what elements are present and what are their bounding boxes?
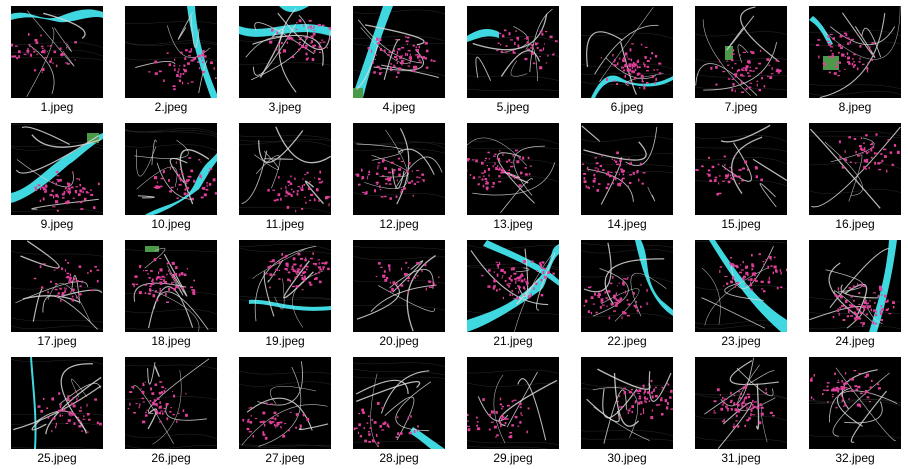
file-thumbnail[interactable] xyxy=(809,123,901,215)
file-item[interactable]: 31.jpeg xyxy=(684,351,798,468)
file-thumbnail[interactable] xyxy=(125,6,217,98)
file-item[interactable]: 15.jpeg xyxy=(684,117,798,234)
file-name-label[interactable]: 14.jpeg xyxy=(607,217,647,231)
file-thumbnail[interactable] xyxy=(695,240,787,332)
file-thumbnail[interactable] xyxy=(11,240,103,332)
file-name-label[interactable]: 29.jpeg xyxy=(493,451,533,465)
file-thumbnail[interactable] xyxy=(239,240,331,332)
file-name-label[interactable]: 21.jpeg xyxy=(493,334,533,348)
file-item[interactable]: 26.jpeg xyxy=(114,351,228,468)
file-name-label[interactable]: 22.jpeg xyxy=(607,334,647,348)
file-item[interactable]: 11.jpeg xyxy=(228,117,342,234)
file-name-label[interactable]: 28.jpeg xyxy=(379,451,419,465)
file-name-label[interactable]: 31.jpeg xyxy=(721,451,761,465)
file-thumbnail[interactable] xyxy=(581,123,673,215)
file-item[interactable]: 4.jpeg xyxy=(342,0,456,117)
file-name-label[interactable]: 32.jpeg xyxy=(835,451,875,465)
file-thumbnail[interactable] xyxy=(353,357,445,449)
file-name-label[interactable]: 10.jpeg xyxy=(151,217,191,231)
file-item[interactable]: 19.jpeg xyxy=(228,234,342,351)
file-thumbnail[interactable] xyxy=(11,6,103,98)
file-thumbnail[interactable] xyxy=(467,357,559,449)
file-thumbnail[interactable] xyxy=(11,123,103,215)
file-name-label[interactable]: 27.jpeg xyxy=(265,451,305,465)
file-thumbnail[interactable] xyxy=(239,6,331,98)
file-item[interactable]: 5.jpeg xyxy=(456,0,570,117)
file-thumbnail[interactable] xyxy=(467,240,559,332)
file-item[interactable]: 2.jpeg xyxy=(114,0,228,117)
file-thumbnail[interactable] xyxy=(239,357,331,449)
file-item[interactable]: 25.jpeg xyxy=(0,351,114,468)
file-name-label[interactable]: 24.jpeg xyxy=(835,334,875,348)
file-item[interactable]: 18.jpeg xyxy=(114,234,228,351)
file-name-label[interactable]: 13.jpeg xyxy=(493,217,533,231)
file-item[interactable]: 16.jpeg xyxy=(798,117,908,234)
file-name-label[interactable]: 5.jpeg xyxy=(496,100,530,114)
file-name-label[interactable]: 2.jpeg xyxy=(154,100,188,114)
file-name-label[interactable]: 20.jpeg xyxy=(379,334,419,348)
file-item[interactable]: 28.jpeg xyxy=(342,351,456,468)
file-name-label[interactable]: 26.jpeg xyxy=(151,451,191,465)
file-thumbnail[interactable] xyxy=(581,6,673,98)
file-thumbnail[interactable] xyxy=(125,357,217,449)
file-name-label[interactable]: 18.jpeg xyxy=(151,334,191,348)
file-name-label[interactable]: 25.jpeg xyxy=(37,451,77,465)
file-thumbnail[interactable] xyxy=(353,240,445,332)
file-item[interactable]: 23.jpeg xyxy=(684,234,798,351)
file-name-label[interactable]: 3.jpeg xyxy=(268,100,302,114)
file-name-label[interactable]: 16.jpeg xyxy=(835,217,875,231)
file-name-label[interactable]: 12.jpeg xyxy=(379,217,419,231)
file-item[interactable]: 20.jpeg xyxy=(342,234,456,351)
file-name-label[interactable]: 8.jpeg xyxy=(838,100,872,114)
file-item[interactable]: 9.jpeg xyxy=(0,117,114,234)
file-item[interactable]: 1.jpeg xyxy=(0,0,114,117)
file-name-label[interactable]: 9.jpeg xyxy=(40,217,74,231)
file-item[interactable]: 29.jpeg xyxy=(456,351,570,468)
file-name-label[interactable]: 19.jpeg xyxy=(265,334,305,348)
file-name-label[interactable]: 15.jpeg xyxy=(721,217,761,231)
file-thumbnail[interactable] xyxy=(467,123,559,215)
file-item[interactable]: 6.jpeg xyxy=(570,0,684,117)
file-item[interactable]: 30.jpeg xyxy=(570,351,684,468)
file-thumbnail[interactable] xyxy=(125,240,217,332)
file-name-label[interactable]: 1.jpeg xyxy=(40,100,74,114)
file-item[interactable]: 8.jpeg xyxy=(798,0,908,117)
file-thumbnail[interactable] xyxy=(353,6,445,98)
file-thumbnail[interactable] xyxy=(695,6,787,98)
file-item[interactable]: 24.jpeg xyxy=(798,234,908,351)
file-item[interactable]: 10.jpeg xyxy=(114,117,228,234)
file-thumbnail[interactable] xyxy=(809,357,901,449)
file-item[interactable]: 21.jpeg xyxy=(456,234,570,351)
file-item[interactable]: 27.jpeg xyxy=(228,351,342,468)
file-thumbnail[interactable] xyxy=(353,123,445,215)
file-thumbnail[interactable] xyxy=(467,6,559,98)
file-item[interactable]: 14.jpeg xyxy=(570,117,684,234)
file-thumbnail[interactable] xyxy=(581,240,673,332)
file-item[interactable]: 17.jpeg xyxy=(0,234,114,351)
file-thumbnail[interactable] xyxy=(581,357,673,449)
file-thumbnail[interactable] xyxy=(695,123,787,215)
file-name-label[interactable]: 4.jpeg xyxy=(382,100,416,114)
file-name-label[interactable]: 23.jpeg xyxy=(721,334,761,348)
file-item[interactable]: 7.jpeg xyxy=(684,0,798,117)
file-name-label[interactable]: 6.jpeg xyxy=(610,100,644,114)
file-thumbnail[interactable] xyxy=(695,357,787,449)
file-name-label[interactable]: 11.jpeg xyxy=(265,217,305,231)
file-item[interactable]: 22.jpeg xyxy=(570,234,684,351)
file-thumbnail[interactable] xyxy=(809,6,901,98)
file-name-label[interactable]: 30.jpeg xyxy=(607,451,647,465)
file-thumbnail[interactable] xyxy=(11,357,103,449)
file-item[interactable]: 32.jpeg xyxy=(798,351,908,468)
file-item[interactable]: 13.jpeg xyxy=(456,117,570,234)
file-name-label[interactable]: 17.jpeg xyxy=(37,334,77,348)
file-thumbnail[interactable] xyxy=(239,123,331,215)
file-name-label[interactable]: 7.jpeg xyxy=(724,100,758,114)
file-thumbnail[interactable] xyxy=(809,240,901,332)
file-item[interactable]: 3.jpeg xyxy=(228,0,342,117)
file-thumbnail[interactable] xyxy=(125,123,217,215)
file-item[interactable]: 12.jpeg xyxy=(342,117,456,234)
